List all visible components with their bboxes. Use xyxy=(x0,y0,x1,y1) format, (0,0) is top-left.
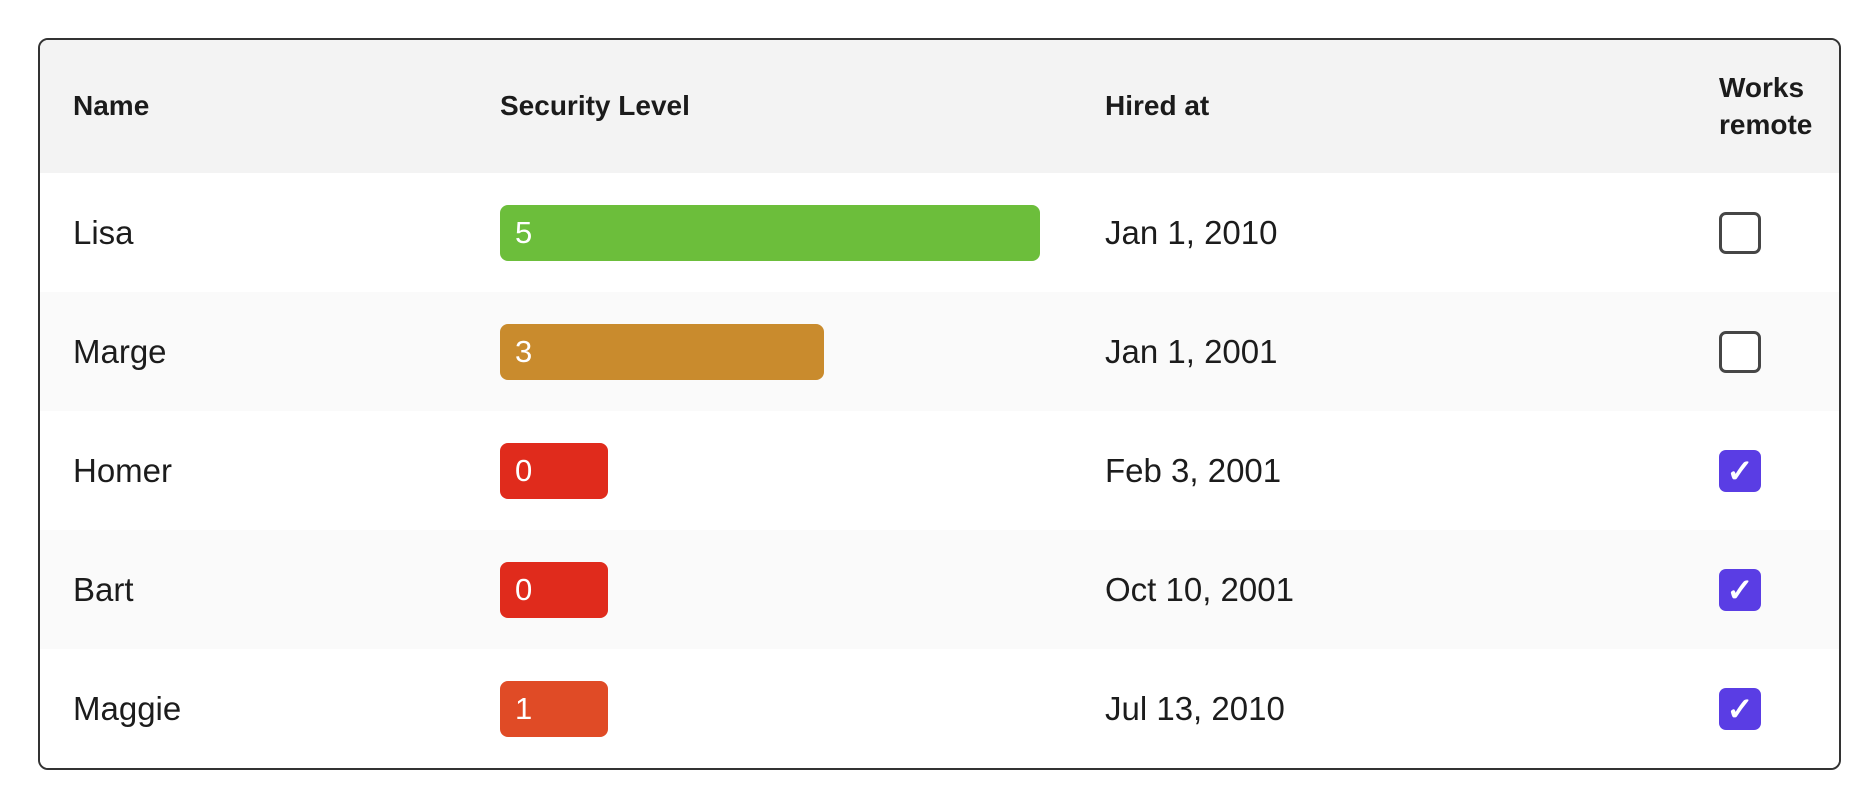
works-remote-cell: ✓ xyxy=(1686,449,1839,492)
table-row: Maggie 1 Jul 13, 2010 ✓ xyxy=(40,649,1839,768)
security-level-cell: 0 xyxy=(467,442,1072,499)
employee-name: Bart xyxy=(73,570,134,608)
security-level-bar: 5 xyxy=(500,204,1040,261)
table-body: Lisa 5 Jan 1, 2010 Marge 3 Jan 1, 2001 xyxy=(40,173,1839,768)
works-remote-checkbox[interactable] xyxy=(1719,330,1761,373)
security-level-value: 5 xyxy=(515,214,533,250)
works-remote-checkbox[interactable]: ✓ xyxy=(1719,687,1761,730)
security-level-cell: 5 xyxy=(467,204,1072,261)
column-header-hired-at: Hired at xyxy=(1105,90,1210,122)
security-level-bar-track: 0 xyxy=(500,561,1040,618)
security-level-cell: 0 xyxy=(467,561,1072,618)
security-level-value: 3 xyxy=(515,333,533,369)
works-remote-cell xyxy=(1686,330,1839,373)
security-level-bar: 1 xyxy=(500,680,608,737)
security-level-value: 0 xyxy=(515,571,533,607)
security-level-bar: 0 xyxy=(500,561,608,618)
works-remote-checkbox[interactable]: ✓ xyxy=(1719,449,1761,492)
security-level-value: 1 xyxy=(515,690,533,726)
employee-name: Maggie xyxy=(73,689,182,727)
hired-at-date: Jan 1, 2010 xyxy=(1105,213,1278,251)
employee-name: Homer xyxy=(73,451,173,489)
security-level-bar-track: 0 xyxy=(500,442,1040,499)
table-row: Homer 0 Feb 3, 2001 ✓ xyxy=(40,411,1839,530)
table-row: Lisa 5 Jan 1, 2010 xyxy=(40,173,1839,292)
column-header-name: Name xyxy=(73,90,150,122)
table-header-row: Name Security Level Hired at Works remot… xyxy=(40,40,1839,173)
security-level-cell: 1 xyxy=(467,680,1072,737)
works-remote-cell xyxy=(1686,211,1839,254)
hired-at-date: Jul 13, 2010 xyxy=(1105,689,1285,727)
security-level-bar-track: 1 xyxy=(500,680,1040,737)
works-remote-cell: ✓ xyxy=(1686,687,1839,730)
hired-at-date: Oct 10, 2001 xyxy=(1105,570,1294,608)
column-header-works-remote: Works remote xyxy=(1686,70,1839,143)
employee-name: Lisa xyxy=(73,213,134,251)
security-level-bar-track: 3 xyxy=(500,323,1040,380)
works-remote-checkbox[interactable]: ✓ xyxy=(1719,568,1761,611)
security-level-bar: 0 xyxy=(500,442,608,499)
works-remote-cell: ✓ xyxy=(1686,568,1839,611)
column-header-security-level: Security Level xyxy=(500,90,690,122)
hired-at-date: Jan 1, 2001 xyxy=(1105,332,1278,370)
security-level-bar: 3 xyxy=(500,323,824,380)
employee-name: Marge xyxy=(73,332,167,370)
hired-at-date: Feb 3, 2001 xyxy=(1105,451,1282,489)
security-level-cell: 3 xyxy=(467,323,1072,380)
employee-table-card: Name Security Level Hired at Works remot… xyxy=(38,38,1841,770)
security-level-value: 0 xyxy=(515,452,533,488)
security-level-bar-track: 5 xyxy=(500,204,1040,261)
column-header-works-remote-label: Works remote xyxy=(1719,72,1813,140)
works-remote-checkbox[interactable] xyxy=(1719,211,1761,254)
table-row: Bart 0 Oct 10, 2001 ✓ xyxy=(40,530,1839,649)
table-row: Marge 3 Jan 1, 2001 xyxy=(40,292,1839,411)
